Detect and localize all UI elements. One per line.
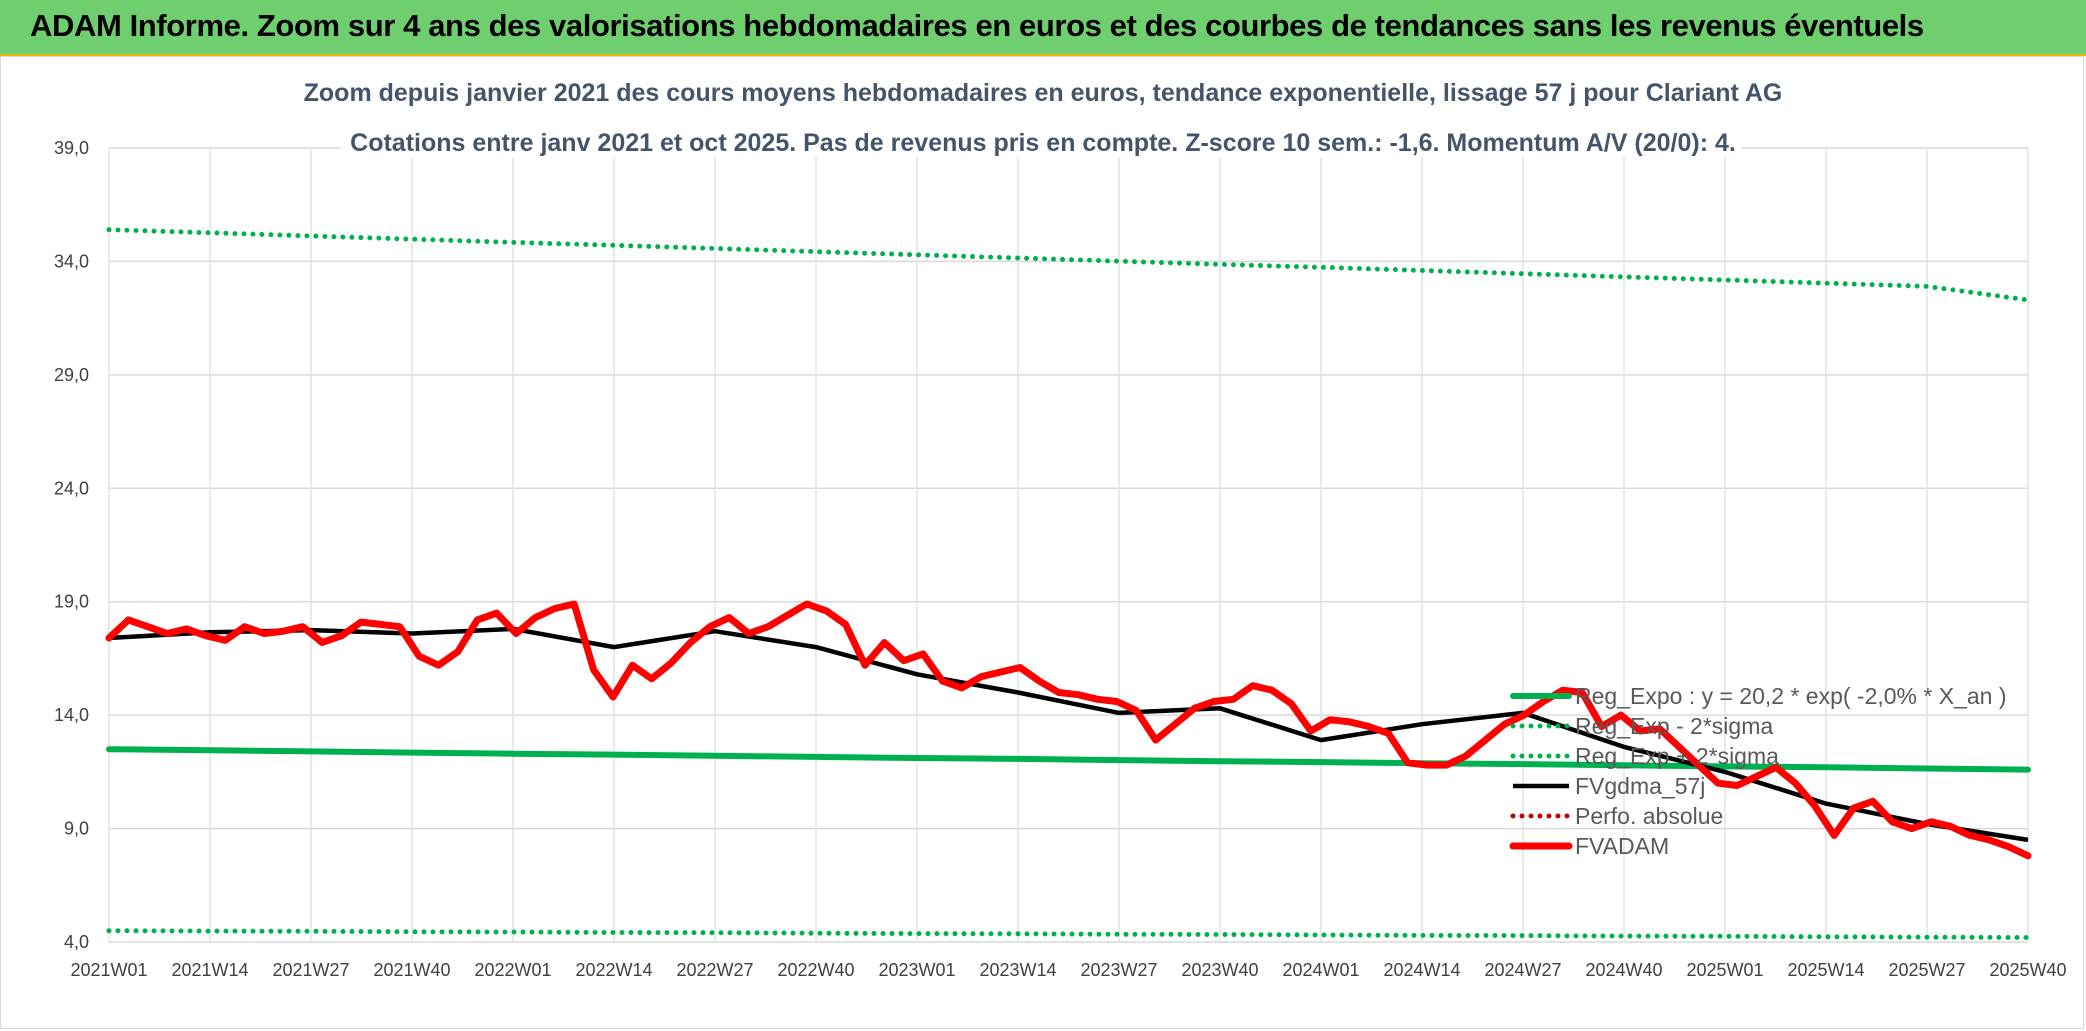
- x-tick-label: 2021W40: [373, 960, 450, 980]
- x-tick-label: 2025W01: [1686, 960, 1763, 980]
- x-tick-label: 2023W14: [979, 960, 1056, 980]
- grid: [108, 147, 2029, 943]
- x-tick-label: 2025W27: [1888, 960, 1965, 980]
- report-title: ADAM Informe. Zoom sur 4 ans des valoris…: [30, 8, 1924, 43]
- x-tick-label: 2024W01: [1282, 960, 1359, 980]
- x-tick-label: 2023W27: [1080, 960, 1157, 980]
- chart-frame: Zoom depuis janvier 2021 des cours moyen…: [0, 56, 2084, 1029]
- legend-label-fvgdma-57j: FVgdma_57j: [1575, 773, 1705, 799]
- y-tick-label: 34,0: [54, 251, 89, 271]
- y-tick-label: 24,0: [54, 478, 89, 498]
- legend-label-fvadam: FVADAM: [1575, 833, 1669, 859]
- series-fvgdma-57j: [108, 626, 2029, 843]
- x-tick-label: 2025W40: [1989, 960, 2066, 980]
- x-tick-label: 2024W40: [1585, 960, 1662, 980]
- x-tick-label: 2022W40: [777, 960, 854, 980]
- plot-area: [105, 227, 2032, 940]
- x-tick-label: 2022W27: [676, 960, 753, 980]
- x-tick-label: 2024W14: [1383, 960, 1460, 980]
- x-tick-label: 2024W27: [1484, 960, 1561, 980]
- legend-label-perfo-absolue: Perfo. absolue: [1575, 803, 1723, 829]
- y-tick-label: 9,0: [64, 819, 89, 839]
- legend-label-reg-expo-y-20-2-exp-2-0-x-an: Reg_Expo : y = 20,2 * exp( -2,0% * X_an …: [1575, 683, 2007, 709]
- x-tick-label: 2022W01: [474, 960, 551, 980]
- legend-label-reg-exp-2-sigma: Reg_Exp - 2*sigma: [1575, 713, 1773, 739]
- x-tick-label: 2021W27: [272, 960, 349, 980]
- legend-label-reg-exp-2-sigma: Reg_Exp + 2*sigma: [1575, 743, 1779, 769]
- chart-title: Zoom depuis janvier 2021 des cours moyen…: [304, 79, 1783, 107]
- y-tick-label: 29,0: [54, 365, 89, 385]
- chart-subtitle: Cotations entre janv 2021 et oct 2025. P…: [350, 129, 1736, 157]
- x-tick-label: 2023W40: [1181, 960, 1258, 980]
- legend: Reg_Expo : y = 20,2 * exp( -2,0% * X_an …: [1509, 683, 2007, 859]
- x-tick-label: 2023W01: [878, 960, 955, 980]
- y-tick-label: 14,0: [54, 705, 89, 725]
- y-tick-label: 4,0: [64, 932, 89, 952]
- x-axis: 2021W01 2021W14 2021W27 2021W40 2022W01 2022W…: [70, 960, 2066, 980]
- y-tick-label: 19,0: [54, 592, 89, 612]
- x-tick-label: 2025W14: [1787, 960, 1864, 980]
- chart: Zoom depuis janvier 2021 des cours moyen…: [54, 79, 2067, 980]
- report-banner: ADAM Informe. Zoom sur 4 ans des valoris…: [0, 0, 2086, 56]
- series-fvadam: [105, 600, 2032, 860]
- x-tick-label: 2022W14: [575, 960, 652, 980]
- series-reg-exp-2-sigma: [106, 928, 2031, 940]
- subtitle-backdrop: [341, 125, 1741, 157]
- y-tick-label: 39,0: [54, 138, 89, 158]
- series-reg-exp-2-sigma: [106, 227, 2031, 303]
- x-tick-label: 2021W01: [70, 960, 147, 980]
- y-axis: 4,0 9,0 14,0 19,0 24,0 29,0 34,0 39,0: [54, 138, 89, 952]
- x-tick-label: 2021W14: [171, 960, 248, 980]
